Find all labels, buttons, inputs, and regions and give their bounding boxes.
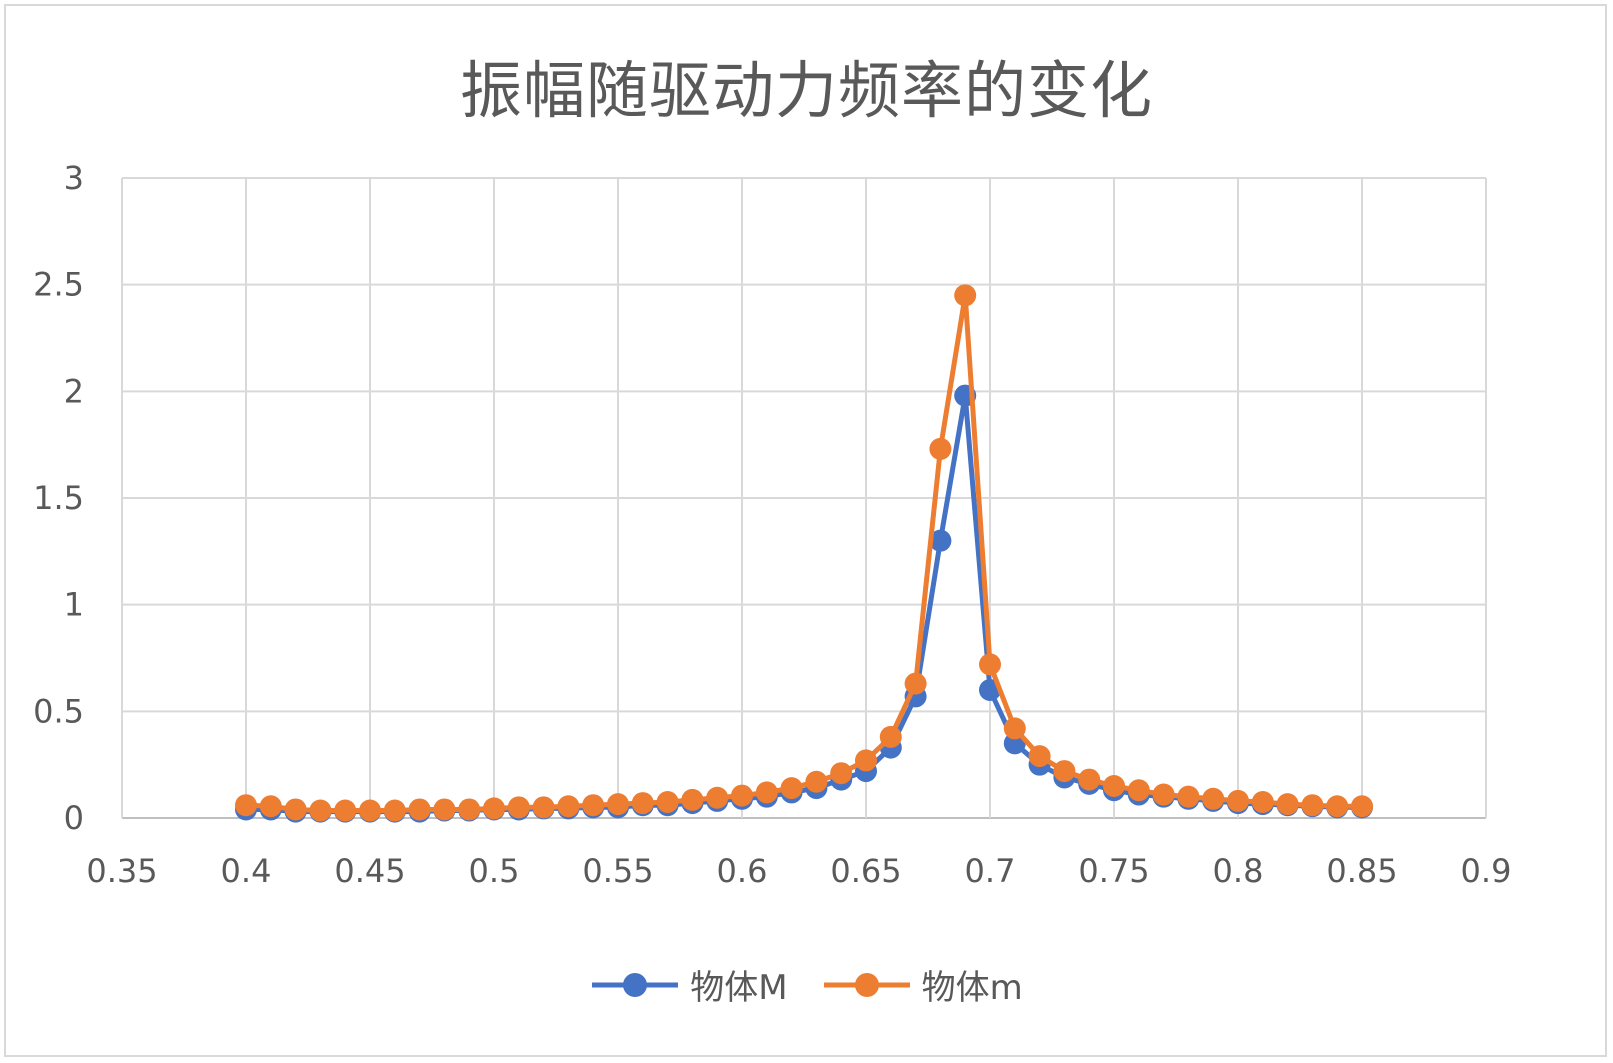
- data-point[interactable]: [259, 795, 282, 818]
- data-point[interactable]: [408, 798, 431, 821]
- data-point[interactable]: [1028, 745, 1051, 768]
- data-point[interactable]: [1177, 785, 1200, 808]
- legend-label-series-1: 物体m: [921, 968, 1023, 1008]
- legend-item-series-0[interactable]: 物体M: [590, 960, 788, 1009]
- x-tick-label: 0.55: [582, 852, 653, 890]
- x-tick-label: 0.8: [1213, 852, 1264, 890]
- series-0: [235, 384, 1373, 823]
- x-axis-ticks: 0.35 0.4 0.45 0.5 0.55 0.6 0.65 0.7 0.75 0.8 0.85 0…: [86, 852, 1511, 890]
- series-line: [246, 393, 1362, 815]
- y-tick-label: 2.5: [33, 266, 84, 304]
- data-point[interactable]: [607, 793, 629, 816]
- x-tick-label: 0.4: [221, 852, 272, 890]
- chart-frame: [4, 4, 1607, 1057]
- data-point[interactable]: [1078, 768, 1101, 791]
- data-point[interactable]: [879, 725, 902, 748]
- y-tick-label: 0.5: [33, 692, 84, 730]
- data-point[interactable]: [904, 672, 927, 695]
- data-point[interactable]: [1301, 794, 1324, 817]
- y-axis-ticks: 0 0.5 1 1.5 2 2.5 3: [33, 159, 84, 837]
- y-tick-label: 0: [64, 799, 84, 837]
- data-point[interactable]: [731, 784, 753, 807]
- x-tick-label: 0.75: [1078, 852, 1149, 890]
- legend-marker-series-0: [592, 972, 679, 997]
- data-point[interactable]: [1053, 760, 1076, 783]
- data-point[interactable]: [855, 749, 877, 772]
- data-point[interactable]: [706, 786, 729, 809]
- data-point[interactable]: [780, 777, 803, 800]
- data-point[interactable]: [954, 284, 977, 307]
- legend: 物体M 物体m: [0, 960, 1613, 1009]
- x-tick-label: 0.9: [1461, 852, 1512, 890]
- data-point[interactable]: [359, 799, 381, 822]
- data-point[interactable]: [235, 794, 257, 817]
- data-point[interactable]: [507, 796, 530, 819]
- x-tick-label: 0.85: [1326, 852, 1397, 890]
- data-point[interactable]: [483, 797, 505, 820]
- x-tick-label: 0.45: [334, 852, 405, 890]
- data-point[interactable]: [284, 798, 307, 821]
- data-point[interactable]: [1326, 795, 1349, 818]
- data-point[interactable]: [681, 788, 704, 811]
- y-tick-label: 1: [64, 586, 84, 624]
- data-point[interactable]: [1351, 795, 1373, 818]
- data-point[interactable]: [929, 529, 952, 552]
- data-point[interactable]: [433, 798, 456, 821]
- data-point[interactable]: [755, 781, 778, 804]
- data-point[interactable]: [334, 799, 357, 822]
- data-point[interactable]: [979, 653, 1001, 676]
- series-line: [245, 292, 1362, 813]
- data-point[interactable]: [1276, 793, 1299, 816]
- data-point[interactable]: [1003, 717, 1026, 740]
- legend-label-series-0: 物体M: [690, 968, 788, 1008]
- series-1: [235, 284, 1373, 822]
- x-tick-label: 0.35: [86, 852, 157, 890]
- chart-title: 振幅随驱动力频率的变化: [459, 54, 1153, 127]
- legend-item-series-1[interactable]: 物体m: [822, 960, 1023, 1009]
- data-point[interactable]: [656, 791, 679, 813]
- data-point[interactable]: [805, 770, 828, 793]
- data-point[interactable]: [458, 798, 481, 821]
- data-point[interactable]: [929, 437, 952, 460]
- data-point[interactable]: [582, 794, 605, 817]
- data-point[interactable]: [532, 796, 555, 819]
- x-tick-label: 0.6: [717, 852, 768, 890]
- gridlines: [121, 177, 1487, 819]
- data-point[interactable]: [309, 799, 332, 822]
- data-point[interactable]: [1251, 791, 1274, 813]
- x-tick-label: 0.65: [830, 852, 901, 890]
- data-point[interactable]: [1127, 779, 1150, 802]
- data-point[interactable]: [1227, 789, 1249, 812]
- legend-marker-series-1: [823, 972, 910, 997]
- data-point[interactable]: [1152, 783, 1175, 806]
- data-point[interactable]: [557, 795, 580, 818]
- data-point[interactable]: [631, 792, 654, 815]
- x-tick-label: 0.5: [469, 852, 520, 890]
- x-tick-label: 0.7: [965, 852, 1016, 890]
- y-tick-label: 1.5: [33, 479, 84, 517]
- data-point[interactable]: [383, 799, 406, 822]
- series-group: [235, 284, 1373, 823]
- data-point[interactable]: [1202, 787, 1225, 810]
- y-tick-label: 3: [64, 159, 84, 197]
- data-point[interactable]: [1103, 775, 1125, 797]
- y-tick-label: 2: [64, 372, 84, 410]
- data-point[interactable]: [830, 762, 853, 785]
